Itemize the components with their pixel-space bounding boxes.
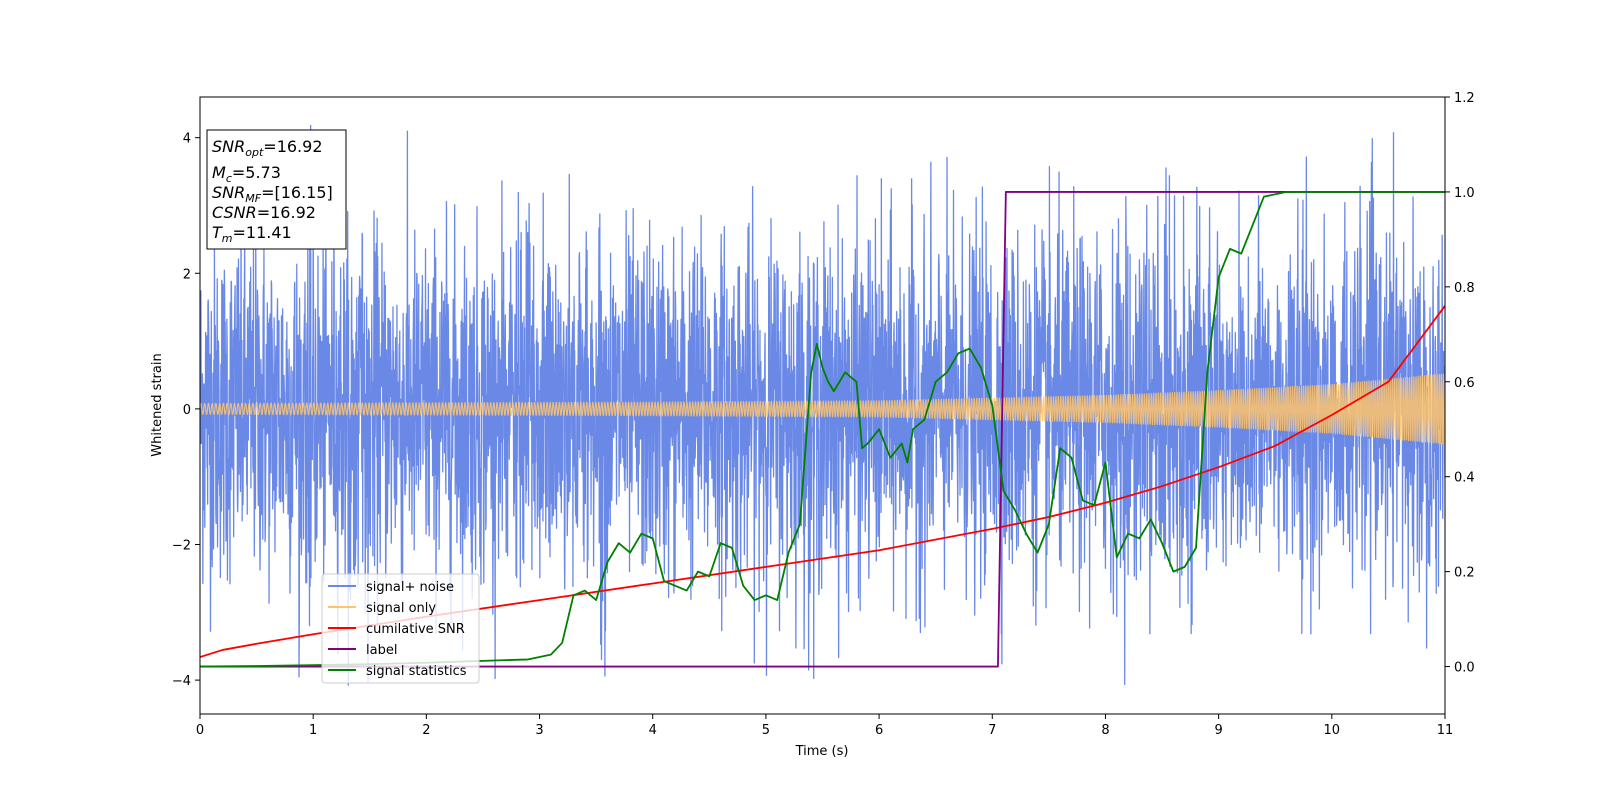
- x-tick-label: 7: [988, 723, 996, 738]
- info-symbol: CSNR: [212, 203, 257, 222]
- y2-tick-label: 0.8: [1454, 281, 1475, 296]
- info-subscript: opt: [245, 146, 264, 159]
- y-tick-label: 4: [183, 132, 191, 147]
- y2-tick-label: 0.4: [1454, 471, 1475, 486]
- info-box-frame: [206, 129, 347, 250]
- legend-entry-label: signal statistics: [366, 664, 467, 679]
- legend-entry-label: label: [366, 643, 397, 658]
- info-symbol: SNR: [212, 137, 245, 156]
- info-line: Tm=11.41: [212, 223, 292, 245]
- x-axis-label: Time (s): [795, 744, 849, 759]
- info-value: =16.92: [257, 203, 316, 222]
- series-signal-only-line: [200, 373, 1445, 445]
- info-value: =11.41: [233, 223, 292, 242]
- ticks-layer: 0 1 2 3 4 5 6 7 8 9 10 11 −4 −2 0 2 4 0.0 0.2 0.4 0.6 0.8 1.0 1…: [172, 91, 1475, 738]
- x-tick-label: 3: [535, 723, 543, 738]
- legend: signal+ noise signal only cumilative SNR la…: [321, 573, 480, 684]
- x-tick-label: 2: [422, 723, 430, 738]
- x-tick-label: 6: [875, 723, 883, 738]
- x-tick-label: 1: [309, 723, 317, 738]
- legend-entry-label: signal only: [366, 601, 436, 616]
- x-tick-label: 11: [1437, 723, 1454, 738]
- x-tick-label: 10: [1324, 723, 1341, 738]
- info-value: =16.92: [263, 137, 322, 156]
- series-cumilative-snr-line: [200, 305, 1445, 658]
- y-tick-label: 0: [183, 403, 191, 418]
- y2-tick-label: 1.0: [1454, 186, 1475, 201]
- x-tick-label: 5: [762, 723, 770, 738]
- legend-entry-label: signal+ noise: [366, 580, 454, 595]
- y-tick-label: −2: [172, 538, 191, 553]
- x-tick-label: 9: [1214, 723, 1222, 738]
- info-line: CSNR=16.92: [212, 203, 316, 222]
- info-line: SNRopt=16.92: [212, 137, 323, 159]
- info-subscript: c: [226, 172, 232, 185]
- info-line: Mc=5.73: [212, 163, 281, 185]
- series-layer: [200, 124, 1445, 686]
- info-symbol: M: [212, 163, 226, 182]
- y-tick-label: −4: [172, 674, 191, 689]
- info-symbol: SNR: [212, 183, 245, 202]
- y-axis-label: Whitened strain: [150, 353, 165, 456]
- legend-entry-label: cumilative SNR: [366, 622, 465, 637]
- legend-frame: [321, 573, 480, 684]
- y2-tick-label: 0.2: [1454, 566, 1475, 581]
- x-tick-label: 4: [649, 723, 657, 738]
- info-subscript: MF: [245, 192, 261, 205]
- info-subscript: m: [222, 232, 233, 245]
- info-value: =[16.15]: [261, 183, 333, 202]
- series-signal-statistics-line: [200, 191, 1445, 668]
- y2-tick-label: 0.0: [1454, 661, 1475, 676]
- y2-tick-label: 1.2: [1454, 91, 1475, 106]
- series-label-line: [200, 191, 1445, 668]
- x-tick-label: 8: [1101, 723, 1109, 738]
- y-tick-label: 2: [183, 267, 191, 282]
- info-value: =5.73: [232, 163, 281, 182]
- plot-frame: [199, 96, 1446, 715]
- info-line: SNRMF=[16.15]: [212, 183, 333, 205]
- y2-tick-label: 0.6: [1454, 376, 1475, 391]
- x-tick-label: 0: [196, 723, 204, 738]
- info-box: SNRopt=16.92Mc=5.73SNRMF=[16.15]CSNR=16.…: [206, 129, 347, 250]
- info-symbol: T: [212, 223, 223, 242]
